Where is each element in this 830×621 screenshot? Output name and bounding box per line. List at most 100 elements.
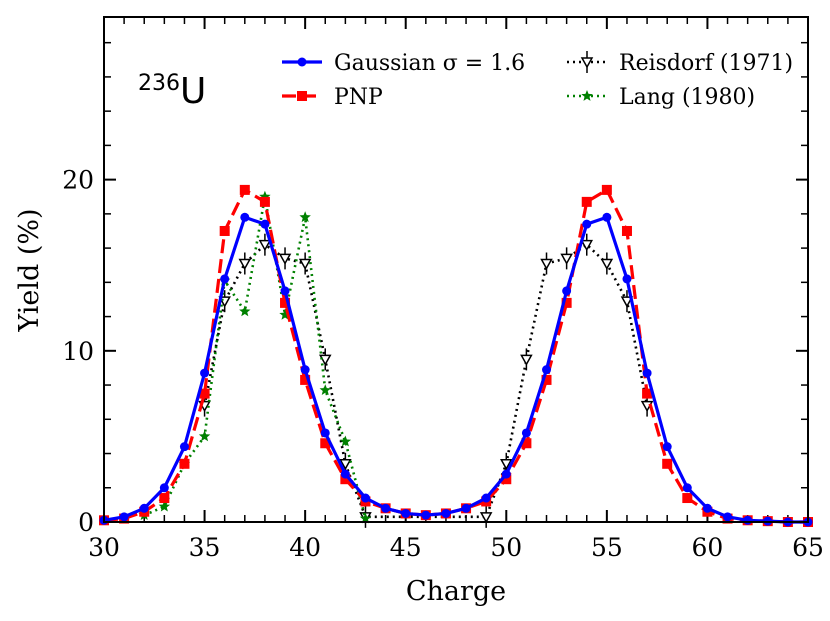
data-point-gaussian-1-6 — [159, 483, 169, 493]
triangle-marker — [339, 459, 352, 471]
isotope-element: U — [180, 71, 206, 112]
data-point-reisdorf-1971 — [600, 252, 614, 275]
data-point-pnp — [561, 297, 572, 308]
x-tick-label: 40 — [289, 533, 321, 562]
series-line-gaussian-1-6 — [103, 215, 808, 524]
data-point-pnp — [239, 184, 250, 195]
legend-entry-reisdorf-1971: Reisdorf (1971) — [567, 51, 793, 76]
triangle-marker — [500, 459, 513, 471]
x-tick-label: 35 — [189, 533, 221, 562]
legend-label: Gaussian σ = 1.6 — [334, 51, 525, 76]
legend-label: Lang (1980) — [619, 85, 755, 110]
data-point-lang-1980 — [198, 430, 211, 442]
data-point-reisdorf-1971 — [580, 233, 594, 256]
data-point-gaussian-1-6 — [682, 483, 692, 493]
data-point-lang-1980 — [319, 384, 331, 396]
data-point-gaussian-1-6 — [119, 512, 129, 522]
data-point-pnp — [621, 225, 632, 236]
data-point-gaussian-1-6 — [360, 493, 370, 503]
data-point-reisdorf-1971 — [620, 290, 634, 313]
x-tick-label: 50 — [490, 533, 522, 562]
x-tick-label: 55 — [591, 533, 623, 562]
data-point-pnp — [601, 184, 612, 195]
triangle-marker — [600, 258, 614, 271]
data-point-reisdorf-1971 — [520, 348, 533, 371]
triangle-marker — [258, 239, 272, 252]
data-point-pnp — [521, 438, 532, 449]
data-point-gaussian-1-6 — [481, 493, 491, 503]
triangle-marker — [479, 512, 493, 524]
data-point-reisdorf-1971 — [238, 252, 252, 275]
triangle-marker — [238, 258, 252, 271]
data-point-pnp — [159, 493, 170, 504]
triangle-marker — [580, 239, 594, 252]
data-point-gaussian-1-6 — [702, 503, 712, 513]
data-point-gaussian-1-6 — [280, 286, 290, 296]
legend: Gaussian σ = 1.6 PNP Reisdorf (1971) Lang (… — [282, 51, 793, 110]
data-point-gaussian-1-6 — [340, 469, 350, 479]
data-point-gaussian-1-6 — [723, 512, 733, 522]
data-point-lang-1980 — [359, 512, 372, 524]
data-point-gaussian-1-6 — [139, 503, 149, 513]
data-point-reisdorf-1971 — [258, 233, 272, 256]
data-point-gaussian-1-6 — [642, 368, 652, 378]
data-point-pnp — [300, 374, 311, 385]
data-point-gaussian-1-6 — [240, 212, 250, 222]
data-point-gaussian-1-6 — [421, 510, 431, 520]
data-point-pnp — [179, 458, 190, 469]
legend-label: PNP — [334, 85, 383, 110]
triangle-marker — [540, 258, 553, 271]
data-point-reisdorf-1971 — [298, 252, 312, 275]
legend-entry-gaussian-1-6: Gaussian σ = 1.6 — [282, 51, 525, 76]
y-tick-label: 10 — [62, 337, 94, 366]
data-point-gaussian-1-6 — [260, 219, 270, 229]
data-point-reisdorf-1971 — [560, 247, 573, 270]
legend-marker — [580, 51, 594, 73]
data-point-pnp — [219, 225, 230, 236]
x-tick-label: 30 — [88, 533, 120, 562]
tick-labels: 30 35 40 45 50 55 60 65 0 10 20 — [62, 166, 824, 562]
data-point-pnp — [581, 196, 592, 207]
data-point-reisdorf-1971 — [278, 247, 292, 270]
data-point-gaussian-1-6 — [582, 219, 592, 229]
series-line-lang-1980 — [143, 195, 367, 519]
data-point-pnp — [541, 374, 552, 385]
data-point-lang-1980 — [299, 211, 311, 223]
legend-entry-lang-1980: Lang (1980) — [567, 85, 755, 110]
data-point-lang-1980 — [259, 190, 271, 202]
data-point-gaussian-1-6 — [501, 469, 511, 479]
isotope-annotation: 236 U — [138, 71, 206, 112]
isotope-mass-number: 236 — [138, 71, 180, 96]
data-point-pnp — [662, 458, 673, 469]
data-point-gaussian-1-6 — [441, 508, 451, 518]
triangle-marker — [620, 296, 634, 308]
data-point-gaussian-1-6 — [743, 515, 753, 525]
legend-marker — [297, 57, 307, 67]
data-point-gaussian-1-6 — [300, 365, 310, 375]
triangle-marker — [560, 253, 573, 265]
triangle-marker — [278, 253, 292, 265]
data-point-reisdorf-1971 — [540, 252, 553, 275]
data-point-gaussian-1-6 — [542, 365, 552, 375]
data-point-gaussian-1-6 — [381, 503, 391, 513]
series-reisdorf-1971 — [198, 233, 654, 528]
data-point-lang-1980 — [158, 500, 171, 512]
data-point-gaussian-1-6 — [662, 442, 672, 452]
data-point-pnp — [320, 438, 331, 449]
data-point-gaussian-1-6 — [200, 368, 210, 378]
plot-frame — [103, 16, 809, 523]
data-point-gaussian-1-6 — [521, 428, 531, 438]
data-point-gaussian-1-6 — [179, 442, 189, 452]
triangle-marker — [298, 258, 312, 271]
data-point-gaussian-1-6 — [602, 212, 612, 222]
x-tick-label: 60 — [692, 533, 724, 562]
data-point-pnp — [501, 474, 512, 485]
data-point-gaussian-1-6 — [562, 286, 572, 296]
triangle-marker — [580, 57, 594, 69]
data-point-gaussian-1-6 — [461, 503, 471, 513]
data-point-lang-1980 — [239, 305, 251, 317]
data-point-pnp — [682, 493, 693, 504]
legend-label: Reisdorf (1971) — [619, 51, 793, 76]
data-point-gaussian-1-6 — [622, 274, 632, 284]
x-tick-label: 65 — [792, 533, 824, 562]
